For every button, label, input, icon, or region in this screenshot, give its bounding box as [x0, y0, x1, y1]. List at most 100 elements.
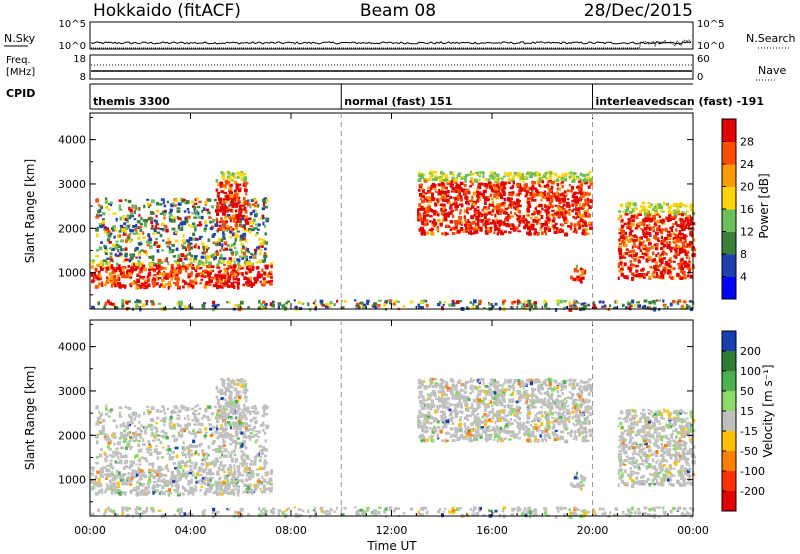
- power-echo-cell: [624, 243, 628, 248]
- velocity-echo-cell: [251, 410, 256, 413]
- velocity-echo-cell: [147, 424, 152, 428]
- power-echo-cell: [419, 214, 422, 218]
- power-echo-cell: [448, 303, 452, 307]
- power-echo-cell: [175, 247, 179, 251]
- power-echo-cell: [571, 175, 576, 179]
- power-echo-cell: [534, 172, 537, 175]
- power-echo-cell: [341, 306, 345, 309]
- power-echo-cell: [188, 257, 193, 261]
- power-echo-cell: [103, 228, 107, 231]
- power-echo-cell: [685, 255, 688, 259]
- velocity-echo-cell: [107, 441, 112, 445]
- velocity-echo-cell: [238, 419, 242, 423]
- velocity-echo-cell: [211, 483, 215, 487]
- velocity-echo-cell: [243, 407, 247, 411]
- power-echo-cell: [441, 232, 444, 236]
- velocity-echo-cell: [231, 435, 235, 438]
- power-echo-cell: [645, 272, 649, 276]
- power-echo-cell: [396, 300, 400, 303]
- power-ylabel: Slant Range [km]: [23, 159, 37, 263]
- power-echo-cell: [679, 276, 684, 280]
- power-echo-cell: [462, 229, 466, 233]
- velocity-echo-cell: [258, 466, 263, 471]
- velocity-echo-cell: [202, 479, 206, 484]
- velocity-echo-cell: [204, 431, 208, 434]
- velocity-echo-cell: [256, 410, 260, 415]
- power-echo-cell: [619, 261, 623, 266]
- velocity-echo-cell: [225, 408, 228, 411]
- velocity-echo-cell: [230, 386, 234, 389]
- velocity-echo-cell: [179, 476, 183, 480]
- velocity-echo-cell: [245, 427, 248, 430]
- power-echo-cell: [233, 189, 237, 193]
- velocity-echo-cell: [217, 449, 221, 453]
- power-echo-cell: [182, 233, 185, 238]
- power-echo-cell: [264, 241, 268, 245]
- power-echo-cell: [564, 220, 569, 223]
- power-echo-cell: [627, 221, 631, 225]
- velocity-echo-cell: [223, 476, 228, 480]
- power-echo-cell: [171, 244, 175, 247]
- power-echo-cell: [496, 205, 500, 209]
- power-echo-cell: [573, 267, 578, 271]
- power-echo-cell: [220, 217, 223, 221]
- power-echo-cell: [687, 244, 692, 247]
- power-echo-cell: [522, 215, 526, 219]
- velocity-echo-cell: [545, 384, 548, 387]
- power-echo-cell: [420, 301, 425, 304]
- velocity-echo-cell: [223, 474, 226, 477]
- velocity-echo-cell: [137, 459, 142, 463]
- velocity-echo-cell: [138, 463, 142, 466]
- power-echo-cell: [284, 308, 287, 311]
- velocity-echo-cell: [99, 482, 102, 486]
- power-echo-cell: [177, 202, 182, 206]
- power-echo-cell: [544, 172, 547, 175]
- power-echo-cell: [568, 308, 573, 312]
- power-echo-cell: [150, 220, 154, 225]
- power-echo-cell: [530, 224, 533, 228]
- power-echo-cell: [259, 280, 262, 283]
- power-echo-cell: [419, 217, 424, 221]
- power-echo-cell: [181, 244, 184, 247]
- power-echo-cell: [264, 224, 267, 228]
- velocity-echo-cell: [261, 414, 265, 418]
- power-echo-cell: [213, 256, 217, 260]
- power-echo-cell: [617, 276, 620, 281]
- power-echo-cell: [149, 266, 154, 269]
- power-echo-cell: [153, 219, 157, 223]
- power-echo-cell: [642, 206, 645, 210]
- velocity-echo-cell: [236, 488, 240, 493]
- velocity-echo-cell: [139, 482, 142, 486]
- velocity-echo-cell: [264, 454, 267, 458]
- power-echo-cell: [560, 182, 563, 185]
- power-echo-cell: [377, 299, 382, 302]
- velocity-echo-cell: [222, 444, 226, 448]
- velocity-echo-cell: [150, 427, 154, 432]
- power-echo-cell: [670, 210, 673, 214]
- power-echo-cell: [143, 267, 147, 272]
- power-echo-cell: [205, 281, 209, 285]
- power-echo-cell: [151, 224, 154, 229]
- power-echo-cell: [431, 182, 436, 186]
- power-echo-cell: [216, 266, 221, 269]
- velocity-echo-cell: [227, 451, 230, 454]
- velocity-echo-cell: [240, 444, 244, 448]
- velocity-echo-cell: [174, 438, 179, 441]
- power-echo-cell: [648, 234, 652, 237]
- power-echo-cell: [261, 268, 264, 272]
- power-echo-cell: [105, 205, 109, 208]
- power-echo-cell: [474, 213, 479, 216]
- velocity-echo-cell: [204, 427, 208, 431]
- power-echo-cell: [523, 225, 527, 230]
- velocity-echo-cell: [222, 491, 227, 495]
- power-echo-cell: [451, 303, 456, 307]
- power-echo-cell: [554, 172, 558, 177]
- velocity-echo-cell: [97, 416, 100, 421]
- power-echo-cell: [195, 243, 198, 248]
- power-echo-cell: [200, 255, 205, 259]
- power-echo-cell: [418, 205, 422, 208]
- velocity-echo-cell: [115, 469, 119, 473]
- velocity-echo-cell: [215, 424, 218, 428]
- power-echo-cell: [686, 243, 690, 247]
- power-echo-cell: [658, 224, 661, 229]
